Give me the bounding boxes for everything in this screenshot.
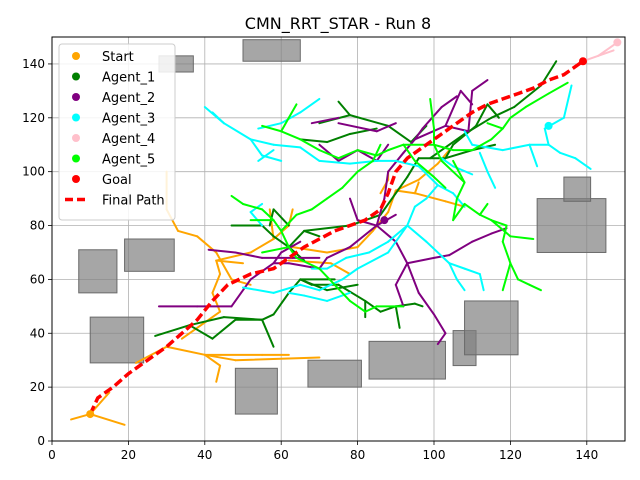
legend-marker xyxy=(72,155,80,163)
x-tick-label: 0 xyxy=(48,448,56,462)
x-tick-label: 120 xyxy=(499,448,522,462)
node-agent-3 xyxy=(545,122,553,130)
legend-marker xyxy=(72,134,80,142)
y-tick-label: 120 xyxy=(22,111,45,125)
y-tick-label: 100 xyxy=(22,165,45,179)
legend-marker xyxy=(72,175,80,183)
legend-marker xyxy=(72,93,80,101)
legend-label: Agent_1 xyxy=(102,71,155,86)
legend-label: Agent_2 xyxy=(102,91,155,106)
x-tick-label: 100 xyxy=(423,448,446,462)
legend: Start Agent_1 Agent_2 Agent_3 Agent_4 Agent_5… xyxy=(59,44,175,220)
obstacle xyxy=(369,341,445,379)
node-agent-4 xyxy=(613,38,621,46)
obstacle xyxy=(125,239,175,271)
y-tick-label: 60 xyxy=(30,272,45,286)
chart-title: CMN_RRT_STAR - Run 8 xyxy=(245,14,431,34)
x-tick-label: 140 xyxy=(575,448,598,462)
x-tick-label: 40 xyxy=(197,448,212,462)
node-goal xyxy=(579,57,587,65)
y-tick-label: 0 xyxy=(37,434,45,448)
x-tick-label: 60 xyxy=(274,448,289,462)
obstacle xyxy=(90,317,143,363)
obstacle xyxy=(235,368,277,414)
obstacle xyxy=(79,250,117,293)
y-tick-label: 40 xyxy=(30,326,45,340)
legend-label: Goal xyxy=(102,173,132,188)
obstacle xyxy=(537,199,606,253)
y-tick-label: 20 xyxy=(30,380,45,394)
y-tick-label: 140 xyxy=(22,57,45,71)
obstacle xyxy=(243,40,300,62)
node-agent-2 xyxy=(380,216,388,224)
node-start xyxy=(86,410,94,418)
legend-marker xyxy=(72,52,80,60)
y-tick-label: 80 xyxy=(30,219,45,233)
legend-label: Agent_3 xyxy=(102,112,155,127)
x-tick-label: 80 xyxy=(350,448,365,462)
legend-label: Final Path xyxy=(102,194,165,209)
obstacle xyxy=(308,360,361,387)
obstacle xyxy=(564,177,591,201)
legend-label: Start xyxy=(102,50,134,65)
x-tick-label: 20 xyxy=(121,448,136,462)
legend-marker xyxy=(72,114,80,122)
legend-marker xyxy=(72,73,80,81)
legend-label: Agent_5 xyxy=(102,153,155,168)
legend-label: Agent_4 xyxy=(102,132,155,147)
obstacle xyxy=(465,301,518,355)
